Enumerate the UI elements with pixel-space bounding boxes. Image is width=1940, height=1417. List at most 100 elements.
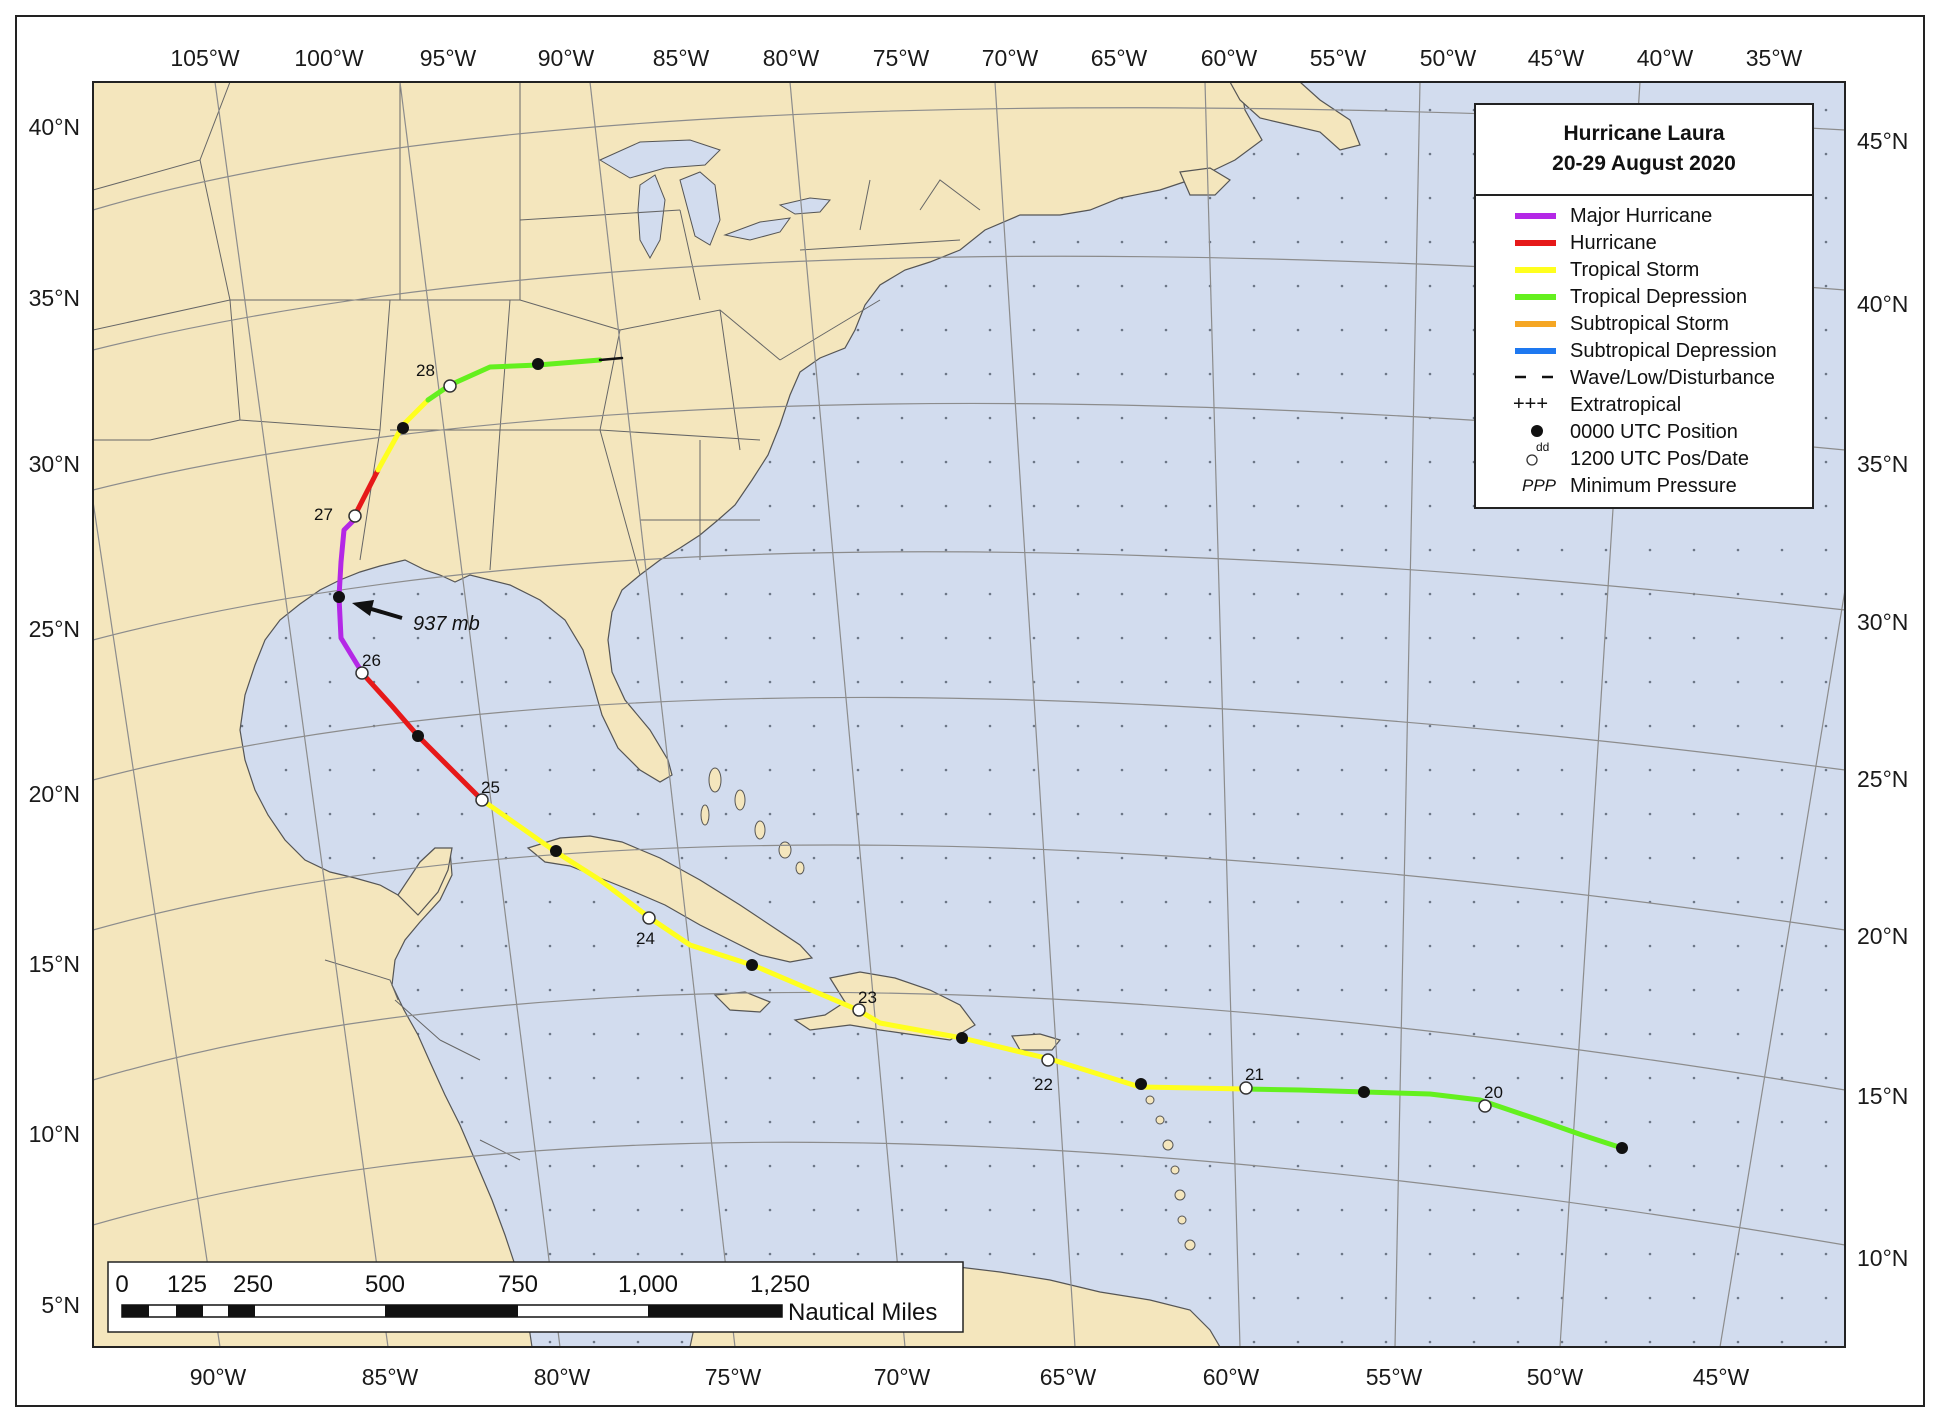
track-tropical-depression-inland: [425, 362, 541, 403]
position-0000-point: [956, 1032, 968, 1044]
date-label: 21: [1245, 1065, 1264, 1084]
latitude-tick-label: 10°N: [29, 1121, 80, 1147]
scale-tick-label: 750: [498, 1271, 538, 1298]
position-0000-point: [532, 358, 544, 370]
longitude-tick-label: 85°W: [653, 45, 710, 71]
latitude-tick-label: 45°N: [1857, 128, 1908, 154]
top-longitude-labels: 105°W 100°W 95°W 90°W 85°W 80°W 75°W 70°…: [170, 45, 1802, 71]
date-label: 20: [1484, 1083, 1503, 1102]
longitude-tick-label: 45°W: [1693, 1364, 1750, 1390]
legend-label-0000-utc: 0000 UTC Position: [1570, 421, 1738, 443]
longitude-tick-label: 45°W: [1528, 45, 1585, 71]
legend-label-hurricane: Hurricane: [1570, 232, 1657, 254]
legend-swatch-extratropical: +++: [1513, 393, 1548, 415]
longitude-tick-label: 100°W: [294, 45, 364, 71]
scale-tick-label: 500: [365, 1271, 405, 1298]
position-1200-point: [355, 666, 369, 680]
longitude-tick-label: 40°W: [1637, 45, 1694, 71]
position-1200-point: [1041, 1053, 1055, 1067]
latitude-tick-label: 20°N: [29, 781, 80, 807]
legend: Hurricane Laura 20-29 August 2020 Major …: [1474, 103, 1814, 509]
legend-label-minimum-pressure: Minimum Pressure: [1570, 475, 1737, 497]
position-0000-point: [1135, 1078, 1147, 1090]
date-label: 28: [416, 361, 435, 380]
longitude-tick-label: 55°W: [1366, 1364, 1423, 1390]
atlantic-canada-land: [1179, 82, 1361, 196]
longitude-tick-label: 55°W: [1310, 45, 1367, 71]
scale-bar: 0 125 250 500 750 1,000 1,250 Nautical M…: [107, 1261, 964, 1333]
right-latitude-labels: 45°N 40°N 35°N 30°N 25°N 20°N 15°N 10°N: [1857, 128, 1908, 1271]
scale-unit-label: Nautical Miles: [788, 1299, 937, 1326]
scale-tick-label: 250: [233, 1271, 273, 1298]
legend-label-major-hurricane: Major Hurricane: [1570, 205, 1712, 227]
longitude-tick-label: 80°W: [534, 1364, 591, 1390]
longitude-tick-label: 75°W: [705, 1364, 762, 1390]
longitude-tick-label: 70°W: [874, 1364, 931, 1390]
latitude-tick-label: 15°N: [1857, 1083, 1908, 1109]
legend-label-tropical-depression: Tropical Depression: [1570, 286, 1747, 308]
great-lakes: [598, 139, 831, 260]
legend-swatch-minimum-pressure: PPP: [1522, 476, 1557, 495]
position-1200-point: [1478, 1099, 1492, 1113]
latitude-tick-label: 25°N: [1857, 766, 1908, 792]
latitude-tick-label: 15°N: [29, 951, 80, 977]
position-1200-point: [443, 379, 457, 393]
legend-label-1200-utc: 1200 UTC Pos/Date: [1570, 448, 1749, 470]
legend-swatch-0000-utc: [1531, 425, 1543, 437]
utc-0000-positions: [333, 358, 1628, 1154]
longitude-tick-label: 50°W: [1420, 45, 1477, 71]
legend-label-subtropical-storm: Subtropical Storm: [1570, 313, 1729, 335]
legend-label-tropical-storm: Tropical Storm: [1570, 259, 1699, 281]
latitude-tick-label: 20°N: [1857, 923, 1908, 949]
position-1200-point: [475, 793, 489, 807]
longitude-tick-label: 105°W: [170, 45, 240, 71]
latitude-tick-label: 5°N: [41, 1292, 80, 1318]
scale-tick-label: 1,250: [750, 1271, 810, 1298]
longitude-tick-label: 90°W: [190, 1364, 247, 1390]
position-1200-point: [348, 509, 362, 523]
track-wave-low: [598, 356, 624, 362]
position-0000-point: [746, 959, 758, 971]
state-borders: [93, 82, 981, 576]
pressure-arrow-head: [352, 600, 374, 616]
legend-title: Hurricane Laura: [1563, 122, 1724, 145]
date-label: 24: [636, 929, 655, 948]
left-latitude-labels: 40°N 35°N 30°N 25°N 20°N 15°N 10°N 5°N: [29, 114, 80, 1318]
latitude-tick-label: 10°N: [1857, 1245, 1908, 1271]
lesser-antilles: [1145, 1095, 1196, 1251]
position-0000-point: [333, 591, 345, 603]
position-0000-point: [412, 730, 424, 742]
legend-swatch-1200-utc-dd: dd: [1536, 440, 1549, 454]
minimum-pressure-label: 937 mb: [413, 613, 480, 635]
date-label: 22: [1034, 1075, 1053, 1094]
position-1200-point: [642, 911, 656, 925]
latitude-tick-label: 40°N: [29, 114, 80, 140]
scale-tick-label: 0: [115, 1271, 128, 1298]
scale-tick-label: 1,000: [618, 1271, 678, 1298]
longitude-tick-label: 35°W: [1746, 45, 1803, 71]
cuba-land: [526, 835, 814, 963]
date-label: 26: [362, 651, 381, 670]
date-label: 23: [858, 988, 877, 1007]
longitude-tick-label: 80°W: [763, 45, 820, 71]
position-0000-point: [1358, 1086, 1370, 1098]
latitude-tick-label: 40°N: [1857, 291, 1908, 317]
date-label: 25: [481, 778, 500, 797]
utc-1200-positions: [348, 379, 1492, 1113]
latitude-tick-label: 35°N: [1857, 451, 1908, 477]
longitude-tick-label: 85°W: [362, 1364, 419, 1390]
hispaniola-land: [793, 971, 976, 1041]
legend-label-wave-low: Wave/Low/Disturbance: [1570, 367, 1775, 389]
longitude-tick-label: 65°W: [1091, 45, 1148, 71]
track-tropical-depression-east: [535, 357, 603, 368]
longitude-tick-label: 60°W: [1201, 45, 1258, 71]
position-1200-point: [1239, 1081, 1253, 1095]
longitude-tick-label: 60°W: [1203, 1364, 1260, 1390]
map-border: [92, 81, 1846, 1348]
longitude-tick-label: 95°W: [420, 45, 477, 71]
longitude-tick-label: 90°W: [538, 45, 595, 71]
position-0000-point: [397, 422, 409, 434]
track-hurricane-gulf: [360, 671, 485, 803]
scale-tick-label: 125: [167, 1271, 207, 1298]
